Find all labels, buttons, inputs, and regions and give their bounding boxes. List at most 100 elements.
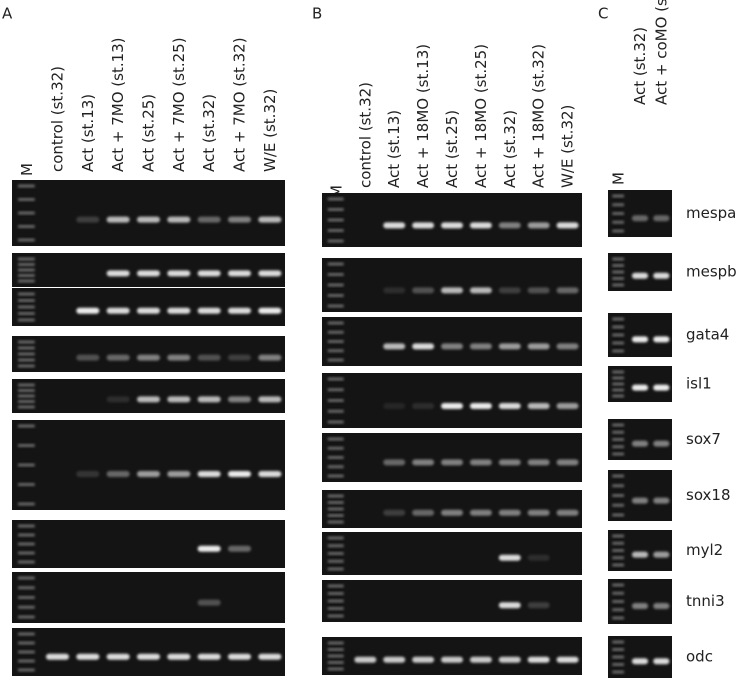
gel-background xyxy=(12,253,285,287)
gel-background xyxy=(322,637,582,675)
gel xyxy=(12,253,285,287)
ladder-band xyxy=(612,616,624,620)
panel-label: C xyxy=(598,5,608,23)
lane-label: Act (st.25) xyxy=(140,94,158,172)
gel-background xyxy=(322,532,582,575)
ladder-band xyxy=(327,399,344,402)
panel-label: B xyxy=(312,5,322,23)
band xyxy=(106,216,130,223)
gel xyxy=(322,193,582,247)
ladder-band xyxy=(18,238,35,242)
ladder-band xyxy=(327,446,344,450)
band xyxy=(106,653,130,660)
band xyxy=(412,403,435,409)
ladder-band xyxy=(18,560,35,564)
gel xyxy=(322,532,582,575)
gel-background xyxy=(12,379,285,413)
gel xyxy=(608,190,672,237)
ladder-band xyxy=(18,400,35,403)
lane-label: Act + 7MO (st.13) xyxy=(109,37,127,172)
ladder-band xyxy=(327,330,344,334)
gel-background xyxy=(322,490,582,528)
ladder-band xyxy=(612,670,624,674)
band xyxy=(498,509,521,516)
gel-background xyxy=(12,288,285,326)
band xyxy=(441,509,463,516)
band xyxy=(258,354,282,361)
ladder-band xyxy=(612,438,624,441)
gel-background xyxy=(322,258,582,312)
lane-label: Act (st.32) xyxy=(501,110,519,188)
ladder-band xyxy=(18,463,35,467)
band xyxy=(106,307,130,314)
panel-label: A xyxy=(2,5,13,23)
ladder-band xyxy=(327,437,344,441)
ladder-band xyxy=(327,456,344,459)
ladder-band xyxy=(18,184,35,188)
band xyxy=(441,459,463,466)
ladder-band xyxy=(18,524,35,528)
band xyxy=(258,216,282,223)
ladder-band xyxy=(612,423,624,427)
band xyxy=(106,354,130,361)
band xyxy=(197,545,221,552)
ladder-band xyxy=(612,513,624,517)
band xyxy=(527,287,550,294)
band xyxy=(167,653,191,660)
band xyxy=(412,656,435,663)
ladder-band xyxy=(612,212,624,215)
ladder-band xyxy=(18,383,35,387)
band xyxy=(556,403,579,409)
gel-background xyxy=(322,433,582,482)
ladder-band xyxy=(612,341,624,345)
ladder-band xyxy=(327,667,344,671)
band xyxy=(527,403,550,409)
band xyxy=(469,222,492,229)
ladder-band xyxy=(18,198,35,201)
gene-label: sox7 xyxy=(686,430,721,448)
ladder-band xyxy=(612,430,624,434)
gel xyxy=(322,637,582,675)
gel xyxy=(608,313,672,357)
band xyxy=(227,270,252,277)
band xyxy=(106,471,130,477)
ladder-band xyxy=(327,559,344,563)
gel xyxy=(12,379,285,413)
band xyxy=(258,653,282,660)
band xyxy=(527,602,550,609)
ladder-band xyxy=(18,605,35,609)
ladder-band xyxy=(327,552,344,555)
band xyxy=(412,509,435,516)
ladder-band xyxy=(327,420,344,424)
ladder-band xyxy=(327,501,344,504)
ladder-band xyxy=(327,507,344,511)
ladder-band xyxy=(18,502,35,506)
band xyxy=(653,658,670,665)
band xyxy=(167,216,191,223)
ladder-band xyxy=(612,370,624,374)
ladder-band xyxy=(327,262,344,266)
lane-label: Act + 7MO (st.32) xyxy=(231,37,249,172)
band xyxy=(227,307,252,314)
band xyxy=(469,509,492,516)
lane-label: M xyxy=(610,172,628,185)
band xyxy=(197,396,221,403)
ladder-band xyxy=(327,520,344,524)
band xyxy=(556,656,579,663)
band xyxy=(136,216,161,223)
lane-label: Act + 18MO (st.25) xyxy=(472,44,490,188)
band xyxy=(383,459,406,466)
ladder-band xyxy=(612,556,624,560)
band xyxy=(498,222,521,229)
band xyxy=(383,222,406,229)
gel xyxy=(608,253,672,291)
band xyxy=(383,287,406,294)
ladder-band xyxy=(327,544,344,548)
ladder-band xyxy=(612,229,624,233)
band xyxy=(258,471,282,477)
ladder-band xyxy=(327,465,344,469)
lane-label: Act + 7MO (st.25) xyxy=(170,37,188,172)
ladder-band xyxy=(327,321,344,325)
band xyxy=(498,403,521,409)
gel-background xyxy=(322,193,582,247)
